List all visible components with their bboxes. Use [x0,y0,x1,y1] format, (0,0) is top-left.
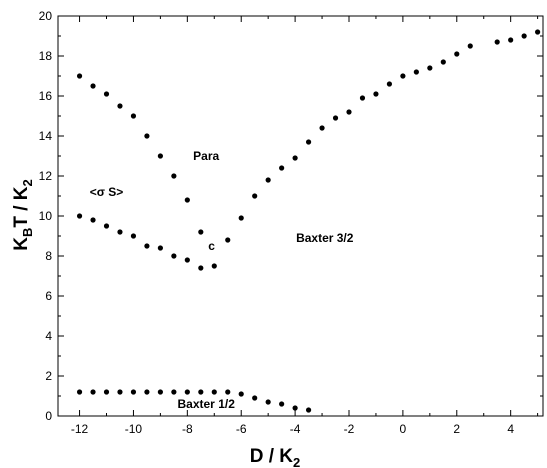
data-point [90,217,96,223]
x-tick-label: -12 [71,422,89,436]
data-point [521,33,527,39]
y-tick-label: 8 [45,249,52,263]
data-point [508,37,514,43]
x-axis-title: D / K2 [250,446,301,468]
y-axis-title: KBT / K2 [11,179,35,251]
data-points [76,29,541,413]
x-tick-label: 2 [453,422,460,436]
data-point [454,51,460,57]
data-point [467,43,473,49]
data-point [130,113,137,119]
y-tick-label: 10 [39,209,53,223]
data-point [198,229,204,235]
annotations: Para <σ S> c Baxter 3/2 Baxter 1/2 [90,149,354,411]
annotation-label: Para [193,149,219,163]
data-point [373,91,379,97]
data-point [332,115,339,121]
data-point [494,39,500,45]
data-point [103,389,110,395]
data-point [171,253,177,259]
tick-labels: -12 -10 -8 -6 -4 -2 0 2 4 0 2 4 6 8 10 12 14 16 18 20 [39,9,515,436]
plot-frame [57,15,544,417]
data-point [130,233,137,239]
y-tick-label: 12 [39,169,53,183]
data-point [413,69,419,75]
data-point [90,83,96,89]
y-tick-label: 16 [39,89,53,103]
annotation-label: <σ S> [90,185,124,199]
data-point [198,265,204,271]
data-point [386,81,393,87]
data-point [238,391,244,397]
data-point [535,29,541,35]
data-point [117,229,123,235]
data-point [144,133,150,139]
data-point [184,197,190,203]
y-tick-label: 4 [45,329,52,343]
data-point [225,389,231,395]
data-point [103,223,110,229]
data-point [144,389,150,395]
data-point [252,395,258,401]
y-tick-label: 18 [39,49,53,63]
data-point [305,139,312,145]
data-point [265,399,271,405]
x-tick-label: -8 [182,422,193,436]
annotation-label: Baxter 1/2 [178,397,236,411]
y-tick-label: 6 [45,289,52,303]
data-point [319,125,325,131]
data-point [211,389,217,395]
data-point [400,73,406,79]
data-point [103,91,110,97]
x-tick-label: -6 [236,422,247,436]
data-point [184,389,190,395]
data-point [238,215,244,221]
data-point [225,237,231,243]
data-point [157,153,163,159]
data-point [279,165,285,171]
data-point [198,389,204,395]
data-point [211,263,217,269]
data-point [171,173,177,179]
data-point [252,193,258,199]
y-tick-label: 0 [45,409,52,423]
data-point [171,389,177,395]
axes [57,15,544,417]
annotation-label: c [208,239,215,253]
data-point [265,177,271,183]
data-point [292,155,298,161]
y-tick-label: 2 [45,369,52,383]
data-point [292,405,298,411]
data-point [157,245,163,251]
data-point [184,257,190,263]
data-point [157,389,163,395]
ticks [58,15,543,417]
data-point [117,103,123,109]
data-point [346,109,352,115]
data-point [117,389,123,395]
data-point [427,65,433,71]
data-point [90,389,96,395]
data-point [130,389,137,395]
data-point [76,389,83,395]
data-point [144,243,150,249]
x-tick-label: -4 [290,422,301,436]
y-tick-label: 14 [39,129,53,143]
data-point [440,59,446,65]
x-tick-label: -10 [125,422,143,436]
x-tick-label: 4 [507,422,514,436]
data-point [76,213,83,219]
x-tick-label: -2 [344,422,355,436]
data-point [279,401,285,407]
data-point [305,407,312,413]
x-tick-label: 0 [400,422,407,436]
data-point [76,73,83,79]
y-tick-label: 20 [39,9,53,23]
data-point [359,95,366,101]
annotation-label: Baxter 3/2 [296,231,354,245]
